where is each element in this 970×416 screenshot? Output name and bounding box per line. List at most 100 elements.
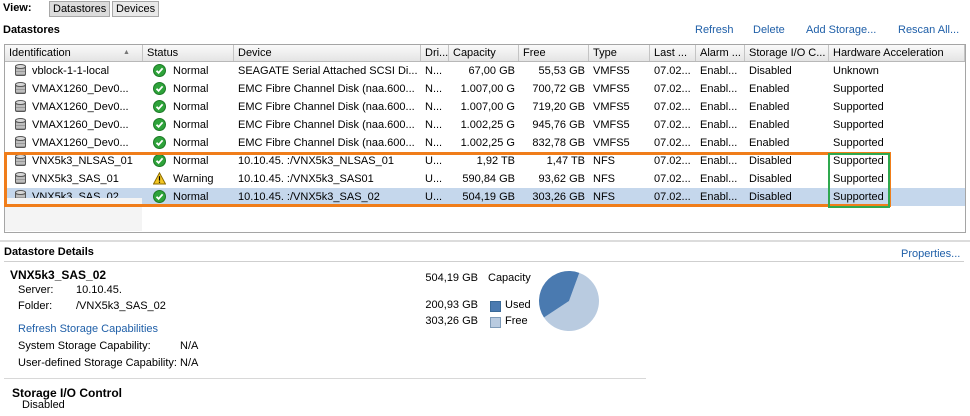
properties-link[interactable]: Properties... [901, 248, 961, 260]
cell-identification: VMAX1260_Dev0... [5, 116, 143, 134]
cell-drive-type: N... [421, 80, 449, 98]
cell-capacity-text: 1.007,00 G [460, 83, 515, 95]
status-ok-icon [153, 190, 166, 203]
cell-free-text: 700,72 GB [532, 83, 585, 95]
sort-ascending-icon: ▲ [123, 49, 130, 56]
cell-hardware-acceleration: Supported [829, 116, 965, 134]
cell-hardware-acceleration-text: Supported [833, 119, 884, 131]
cell-hardware-acceleration-text: Supported [833, 173, 884, 185]
cell-drive-type-text: N... [425, 101, 443, 113]
status-ok-icon [153, 154, 166, 167]
column-header-drive[interactable]: Dri... [421, 45, 449, 61]
cell-type: NFS [589, 152, 650, 170]
column-header-free[interactable]: Free [519, 45, 589, 61]
view-bar: View: Datastores Devices [0, 0, 970, 18]
datastore-icon [15, 154, 26, 166]
cell-free: 832,78 GB [519, 134, 589, 152]
table-row[interactable]: VNX5k3_SAS_02 Normal 10.10.45. :/VNX5k3_SA… [5, 188, 965, 206]
column-header-alarm[interactable]: Alarm ... [696, 45, 745, 61]
user-capability-label: User-defined Storage Capability: [18, 357, 177, 369]
cell-identification-text: vblock-1-1-local [32, 65, 110, 77]
datastore-icon [15, 118, 26, 130]
cell-type-text: VMFS5 [593, 83, 630, 95]
cell-capacity: 1.007,00 G [449, 98, 519, 116]
cell-drive-type: U... [421, 188, 449, 206]
free-value: 303,26 GB [425, 315, 478, 327]
column-header-capacity[interactable]: Capacity [449, 45, 519, 61]
details-title: Datastore Details [4, 246, 94, 258]
cell-alarm-actions: Enabl... [696, 80, 745, 98]
cell-storage-io-control: Enabled [745, 134, 829, 152]
cell-type-text: NFS [593, 191, 615, 203]
view-devices-button[interactable]: Devices [112, 1, 160, 17]
cell-drive-type-text: N... [425, 119, 443, 131]
cell-hardware-acceleration: Supported [829, 98, 965, 116]
server-label: Server: [18, 284, 54, 296]
status-ok-icon [153, 64, 166, 77]
cell-alarm-actions-text: Enabl... [700, 173, 738, 185]
cell-type-text: VMFS5 [593, 137, 630, 149]
cell-identification-text: VNX5k3_SAS_01 [32, 173, 119, 185]
cell-status-text: Normal [173, 155, 209, 167]
refresh-storage-capabilities-link[interactable]: Refresh Storage Capabilities [18, 323, 159, 335]
cell-device: 10.10.45. :/VNX5k3_SAS_02 [234, 188, 421, 206]
table-row[interactable]: VMAX1260_Dev0... Normal EMC Fibre Channel … [5, 116, 965, 134]
cell-drive-type: U... [421, 170, 449, 188]
cell-hardware-acceleration: Supported [829, 134, 965, 152]
system-capability-label: System Storage Capability: [18, 340, 151, 352]
cell-type: VMFS5 [589, 98, 650, 116]
refresh-link[interactable]: Refresh [695, 24, 734, 36]
cell-status-text: Normal [173, 65, 209, 77]
cell-alarm-actions: Enabl... [696, 62, 745, 80]
rescan-all-link[interactable]: Rescan All... [898, 24, 960, 36]
column-header-identification[interactable]: Identification ▲ [5, 45, 143, 61]
capacity-label: Capacity [488, 272, 531, 284]
cell-drive-type-text: U... [425, 173, 443, 185]
cell-device: EMC Fibre Channel Disk (naa.600... [234, 134, 421, 152]
column-header-type[interactable]: Type [589, 45, 650, 61]
cell-capacity-text: 590,84 GB [462, 173, 515, 185]
cell-device-text: EMC Fibre Channel Disk (naa.600... [238, 119, 415, 131]
view-datastores-button[interactable]: Datastores [49, 1, 111, 17]
cell-device: EMC Fibre Channel Disk (naa.600... [234, 98, 421, 116]
column-header-hardware-acceleration[interactable]: Hardware Acceleration [829, 45, 965, 61]
cell-storage-io-control-text: Disabled [749, 173, 792, 185]
table-row[interactable]: vblock-1-1-local Normal SEAGATE Serial Att… [5, 62, 965, 80]
delete-link[interactable]: Delete [753, 24, 785, 36]
cell-device: SEAGATE Serial Attached SCSI Di... [234, 62, 421, 80]
cell-status: Normal [143, 98, 234, 116]
column-header-device[interactable]: Device [234, 45, 421, 61]
table-row[interactable]: VNX5k3_SAS_01 Warning 10.10.45. :/VNX5k3_S… [5, 170, 965, 188]
table-row[interactable]: VMAX1260_Dev0... Normal EMC Fibre Channel … [5, 80, 965, 98]
table-row[interactable]: VNX5k3_NLSAS_01 Normal 10.10.45. :/VNX5k3_… [5, 152, 965, 170]
cell-type: NFS [589, 170, 650, 188]
column-header-storage-io-control[interactable]: Storage I/O C... [745, 45, 829, 61]
status-ok-icon [153, 136, 166, 149]
capacity-value: 504,19 GB [425, 272, 478, 284]
cell-drive-type-text: N... [425, 137, 443, 149]
cell-last-update: 07.02... [650, 152, 696, 170]
cell-device: 10.10.45. :/VNX5k3_SAS01 [234, 170, 421, 188]
column-header-last-update[interactable]: Last ... [650, 45, 696, 61]
add-storage-link[interactable]: Add Storage... [806, 24, 877, 36]
datastore-icon [15, 172, 26, 184]
system-capability-value: N/A [180, 340, 199, 352]
cell-status: Normal [143, 62, 234, 80]
cell-device-text: 10.10.45. :/VNX5k3_SAS_02 [238, 191, 380, 203]
cell-free-text: 93,62 GB [538, 173, 585, 185]
cell-identification-text: VMAX1260_Dev0... [32, 119, 129, 131]
cell-drive-type-text: U... [425, 155, 443, 167]
table-row[interactable]: VMAX1260_Dev0... Normal EMC Fibre Channel … [5, 98, 965, 116]
table-row[interactable]: VMAX1260_Dev0... Normal EMC Fibre Channel … [5, 134, 965, 152]
cell-free-text: 1,47 TB [546, 155, 585, 167]
server-value: 10.10.45. [76, 284, 122, 296]
datastores-table[interactable]: Identification ▲ Status Device Dri... Ca… [4, 44, 966, 233]
cell-last-update: 07.02... [650, 62, 696, 80]
cell-drive-type-text: U... [425, 191, 443, 203]
cell-free-text: 945,76 GB [532, 119, 585, 131]
cell-drive-type: N... [421, 116, 449, 134]
cell-type: VMFS5 [589, 80, 650, 98]
status-warning-icon [153, 172, 166, 185]
column-header-status[interactable]: Status [143, 45, 234, 61]
cell-hardware-acceleration: Supported [829, 80, 965, 98]
